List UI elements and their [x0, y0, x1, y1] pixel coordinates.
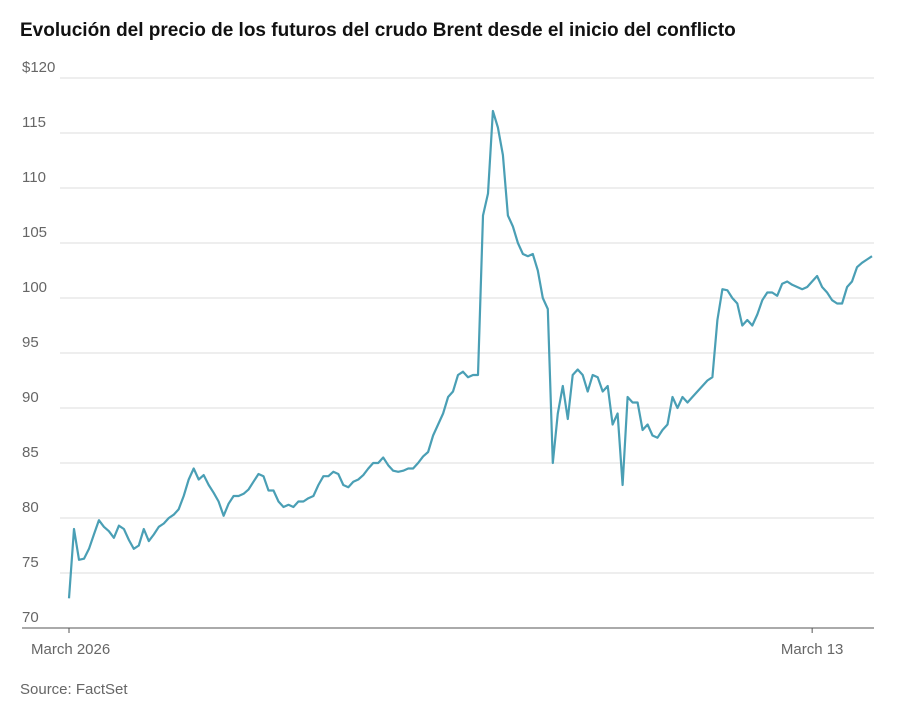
y-tick-label: 95 — [22, 334, 39, 351]
y-tick-label: 115 — [22, 114, 46, 131]
y-tick-label: 90 — [22, 389, 39, 406]
y-tick-label: 105 — [22, 224, 47, 241]
x-tick-label: March 13 — [781, 641, 844, 658]
y-tick-label: 100 — [22, 279, 47, 296]
y-tick-label: 85 — [22, 444, 39, 461]
y-tick-label: 75 — [22, 554, 39, 571]
price-line — [67, 109, 873, 599]
y-tick-label: 110 — [22, 169, 46, 186]
source: Source: FactSet — [20, 681, 128, 698]
y-tick-label: 80 — [22, 499, 39, 516]
x-tick-label: March 2026 — [31, 641, 110, 658]
chart-title: Evolución del precio de los futuros del … — [20, 20, 736, 41]
y-tick-label: $120 — [22, 59, 55, 76]
y-tick-label: 70 — [22, 609, 39, 626]
